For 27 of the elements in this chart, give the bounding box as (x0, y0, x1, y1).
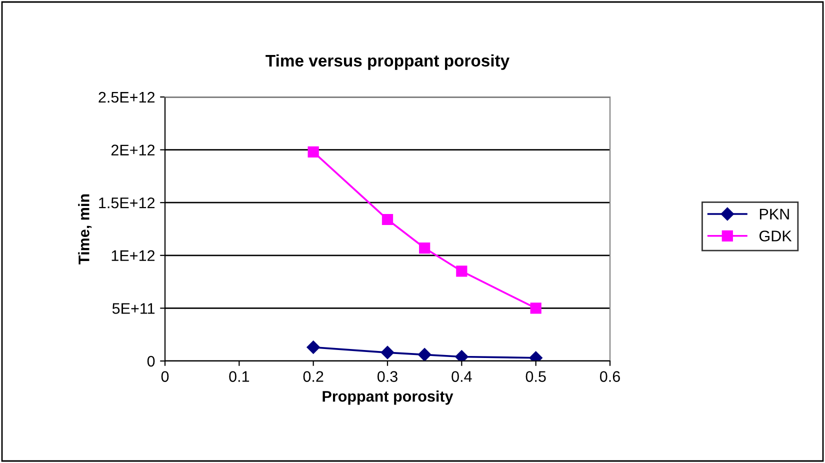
x-tick-label: 0.5 (526, 371, 546, 382)
x-tick-label: 0.2 (303, 371, 324, 382)
y-tick-label: 1E+12 (112, 250, 155, 261)
chart-title: Time versus proppant porosity (266, 54, 510, 70)
x-tick-label: 0.6 (600, 371, 620, 382)
x-tick-label: 0.4 (452, 371, 472, 382)
legend-label: PKN (760, 208, 789, 220)
point (419, 242, 430, 254)
legend-label: GDK (759, 230, 792, 242)
x-axis-title: Proppant porosity (322, 390, 454, 405)
point (382, 214, 394, 226)
x-tick-label: 0.3 (377, 371, 398, 382)
y-axis-title: Time, min (78, 194, 92, 264)
x-tick-label: 0 (161, 371, 169, 382)
point (456, 266, 468, 277)
point (530, 302, 542, 314)
y-tick-label: 2.5E+12 (98, 92, 155, 103)
point (306, 340, 320, 354)
y-tick-label: 0 (147, 356, 155, 367)
y-tick-label: 1.5E+12 (99, 197, 155, 208)
y-tick-label: 5E+11 (112, 303, 155, 314)
y-tick-label: 2E+12 (111, 144, 155, 156)
point (308, 146, 319, 158)
point (418, 348, 432, 361)
point (455, 350, 468, 361)
x-tick-label: 0.1 (229, 371, 250, 382)
point (380, 346, 394, 360)
